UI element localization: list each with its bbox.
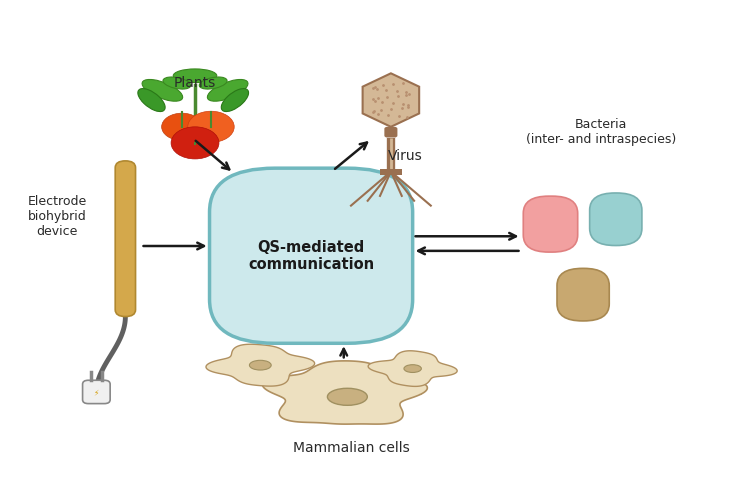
Ellipse shape [200, 77, 227, 89]
Ellipse shape [142, 80, 183, 101]
FancyBboxPatch shape [523, 196, 577, 252]
FancyBboxPatch shape [210, 168, 413, 343]
Polygon shape [262, 361, 428, 424]
Circle shape [171, 127, 219, 159]
FancyBboxPatch shape [115, 161, 135, 316]
Ellipse shape [173, 69, 217, 83]
Ellipse shape [221, 89, 249, 112]
Text: Virus: Virus [388, 149, 423, 163]
FancyBboxPatch shape [557, 268, 609, 321]
Ellipse shape [327, 388, 367, 405]
Polygon shape [368, 351, 457, 386]
Text: Mammalian cells: Mammalian cells [292, 441, 409, 455]
Ellipse shape [249, 360, 271, 370]
Text: Electrode
biohybrid
device: Electrode biohybrid device [28, 195, 87, 238]
Ellipse shape [138, 89, 165, 112]
FancyBboxPatch shape [590, 193, 642, 246]
Polygon shape [363, 73, 419, 127]
Text: Plants: Plants [174, 76, 216, 90]
Ellipse shape [404, 365, 421, 372]
Circle shape [162, 113, 202, 140]
Polygon shape [206, 344, 314, 386]
FancyBboxPatch shape [385, 127, 398, 138]
Bar [380, 169, 402, 175]
FancyBboxPatch shape [83, 380, 110, 403]
Text: Bacteria
(inter- and intraspecies): Bacteria (inter- and intraspecies) [526, 118, 676, 146]
Text: QS-mediated
communication: QS-mediated communication [248, 240, 374, 272]
Ellipse shape [208, 80, 248, 101]
Ellipse shape [163, 77, 191, 89]
Circle shape [188, 111, 234, 142]
Text: ⚡: ⚡ [94, 388, 99, 398]
